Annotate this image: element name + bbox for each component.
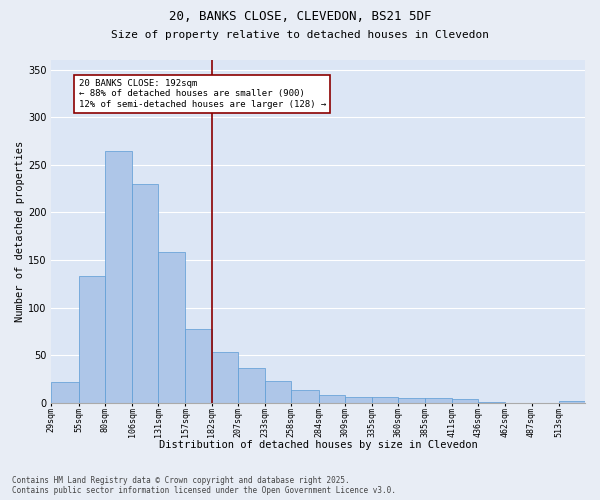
Bar bbox=[185, 328, 212, 403]
Text: 20, BANKS CLOSE, CLEVEDON, BS21 5DF: 20, BANKS CLOSE, CLEVEDON, BS21 5DF bbox=[169, 10, 431, 23]
Bar bbox=[319, 396, 345, 403]
Bar bbox=[132, 184, 158, 403]
X-axis label: Distribution of detached houses by size in Clevedon: Distribution of detached houses by size … bbox=[159, 440, 478, 450]
Bar bbox=[345, 398, 372, 403]
Bar bbox=[238, 368, 265, 403]
Bar bbox=[51, 382, 79, 403]
Bar bbox=[559, 401, 585, 403]
Bar bbox=[158, 252, 185, 403]
Text: Contains HM Land Registry data © Crown copyright and database right 2025.
Contai: Contains HM Land Registry data © Crown c… bbox=[12, 476, 396, 495]
Bar bbox=[212, 352, 238, 403]
Bar bbox=[372, 398, 398, 403]
Text: Size of property relative to detached houses in Clevedon: Size of property relative to detached ho… bbox=[111, 30, 489, 40]
Bar bbox=[265, 381, 292, 403]
Bar bbox=[478, 402, 505, 403]
Y-axis label: Number of detached properties: Number of detached properties bbox=[15, 141, 25, 322]
Text: 20 BANKS CLOSE: 192sqm
← 88% of detached houses are smaller (900)
12% of semi-de: 20 BANKS CLOSE: 192sqm ← 88% of detached… bbox=[79, 79, 326, 109]
Bar bbox=[292, 390, 319, 403]
Bar bbox=[398, 398, 425, 403]
Bar bbox=[79, 276, 105, 403]
Bar bbox=[452, 399, 478, 403]
Bar bbox=[425, 398, 452, 403]
Bar bbox=[105, 150, 132, 403]
